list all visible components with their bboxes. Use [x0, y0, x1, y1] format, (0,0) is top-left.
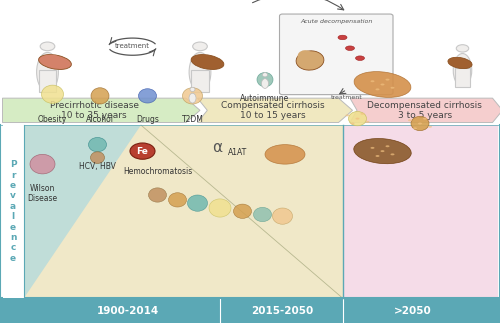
Ellipse shape — [408, 119, 412, 121]
Ellipse shape — [36, 52, 59, 92]
Ellipse shape — [130, 143, 155, 159]
Ellipse shape — [423, 118, 427, 120]
Text: 1900-2014: 1900-2014 — [96, 306, 158, 316]
Ellipse shape — [272, 208, 292, 224]
Polygon shape — [198, 98, 352, 123]
Ellipse shape — [376, 88, 380, 90]
Ellipse shape — [338, 35, 347, 40]
Ellipse shape — [168, 193, 186, 207]
Ellipse shape — [262, 79, 268, 88]
Ellipse shape — [418, 123, 422, 124]
Ellipse shape — [188, 195, 208, 211]
Polygon shape — [350, 98, 500, 123]
Text: Fe: Fe — [136, 147, 148, 156]
Bar — [0, 299, 500, 323]
Polygon shape — [24, 125, 342, 298]
Ellipse shape — [346, 46, 354, 50]
Text: P
r
e
v
a
l
e
n
c
e: P r e v a l e n c e — [10, 160, 16, 263]
Polygon shape — [2, 98, 200, 123]
Ellipse shape — [192, 42, 208, 51]
Text: 2015-2050: 2015-2050 — [252, 306, 314, 316]
Text: Obesity: Obesity — [38, 115, 67, 124]
Text: α: α — [212, 140, 222, 155]
Ellipse shape — [296, 51, 324, 70]
Bar — [2, 125, 24, 298]
Bar — [24, 125, 342, 298]
Ellipse shape — [191, 55, 224, 70]
Ellipse shape — [448, 57, 472, 69]
Ellipse shape — [189, 93, 196, 103]
Text: Alcohol: Alcohol — [86, 115, 114, 124]
Ellipse shape — [413, 127, 417, 129]
Ellipse shape — [40, 55, 60, 64]
Text: Autoimmune: Autoimmune — [240, 94, 290, 103]
Ellipse shape — [386, 79, 390, 81]
Bar — [455, 68, 470, 87]
Ellipse shape — [38, 55, 72, 70]
Text: Compensated cirrhosis
10 to 15 years: Compensated cirrhosis 10 to 15 years — [221, 101, 324, 120]
Bar — [192, 70, 208, 92]
Ellipse shape — [386, 145, 390, 147]
Ellipse shape — [90, 152, 104, 163]
Ellipse shape — [376, 155, 380, 157]
Text: >2050: >2050 — [394, 306, 432, 316]
Text: A1AT: A1AT — [228, 148, 247, 157]
Ellipse shape — [138, 89, 156, 103]
Text: T2DM: T2DM — [182, 115, 204, 124]
Text: Wilson
Disease: Wilson Disease — [28, 184, 58, 203]
Text: Drugs: Drugs — [136, 115, 159, 124]
Ellipse shape — [209, 199, 231, 217]
Ellipse shape — [30, 154, 55, 174]
Ellipse shape — [449, 58, 464, 65]
Ellipse shape — [265, 145, 305, 164]
Bar — [342, 125, 498, 298]
FancyBboxPatch shape — [280, 14, 393, 95]
Ellipse shape — [428, 126, 432, 128]
Ellipse shape — [370, 80, 374, 82]
Text: HCV, HBV: HCV, HBV — [79, 162, 116, 172]
Ellipse shape — [453, 54, 472, 87]
Ellipse shape — [298, 50, 314, 64]
Ellipse shape — [88, 137, 106, 152]
Ellipse shape — [234, 204, 252, 218]
Ellipse shape — [91, 88, 109, 104]
Ellipse shape — [354, 72, 411, 98]
Ellipse shape — [350, 123, 354, 124]
Ellipse shape — [360, 113, 364, 115]
Ellipse shape — [42, 85, 64, 103]
Ellipse shape — [380, 150, 384, 152]
Ellipse shape — [356, 118, 360, 120]
Text: Precirrhotic disease
10 to 35 years: Precirrhotic disease 10 to 35 years — [50, 101, 139, 120]
Ellipse shape — [262, 72, 268, 77]
Ellipse shape — [182, 88, 203, 104]
Ellipse shape — [411, 116, 429, 131]
Ellipse shape — [390, 87, 394, 89]
Text: Hemochromatosis: Hemochromatosis — [123, 167, 192, 176]
Bar — [39, 70, 56, 92]
Ellipse shape — [356, 56, 364, 60]
Text: treatment: treatment — [115, 43, 150, 49]
Ellipse shape — [370, 147, 374, 149]
Text: treatment: treatment — [331, 95, 363, 100]
Ellipse shape — [366, 121, 370, 123]
Ellipse shape — [390, 153, 394, 155]
Ellipse shape — [189, 52, 211, 92]
Ellipse shape — [40, 42, 55, 51]
Ellipse shape — [348, 111, 366, 126]
Ellipse shape — [257, 72, 273, 87]
Ellipse shape — [380, 84, 384, 85]
Ellipse shape — [346, 114, 350, 116]
Text: Decompensated cirrhosis
3 to 5 years: Decompensated cirrhosis 3 to 5 years — [368, 101, 482, 120]
Ellipse shape — [456, 45, 468, 52]
Ellipse shape — [148, 188, 166, 202]
Ellipse shape — [254, 207, 272, 222]
Ellipse shape — [190, 87, 195, 92]
Ellipse shape — [192, 55, 212, 64]
Ellipse shape — [354, 138, 411, 164]
Text: Acute decompensation: Acute decompensation — [300, 19, 372, 24]
